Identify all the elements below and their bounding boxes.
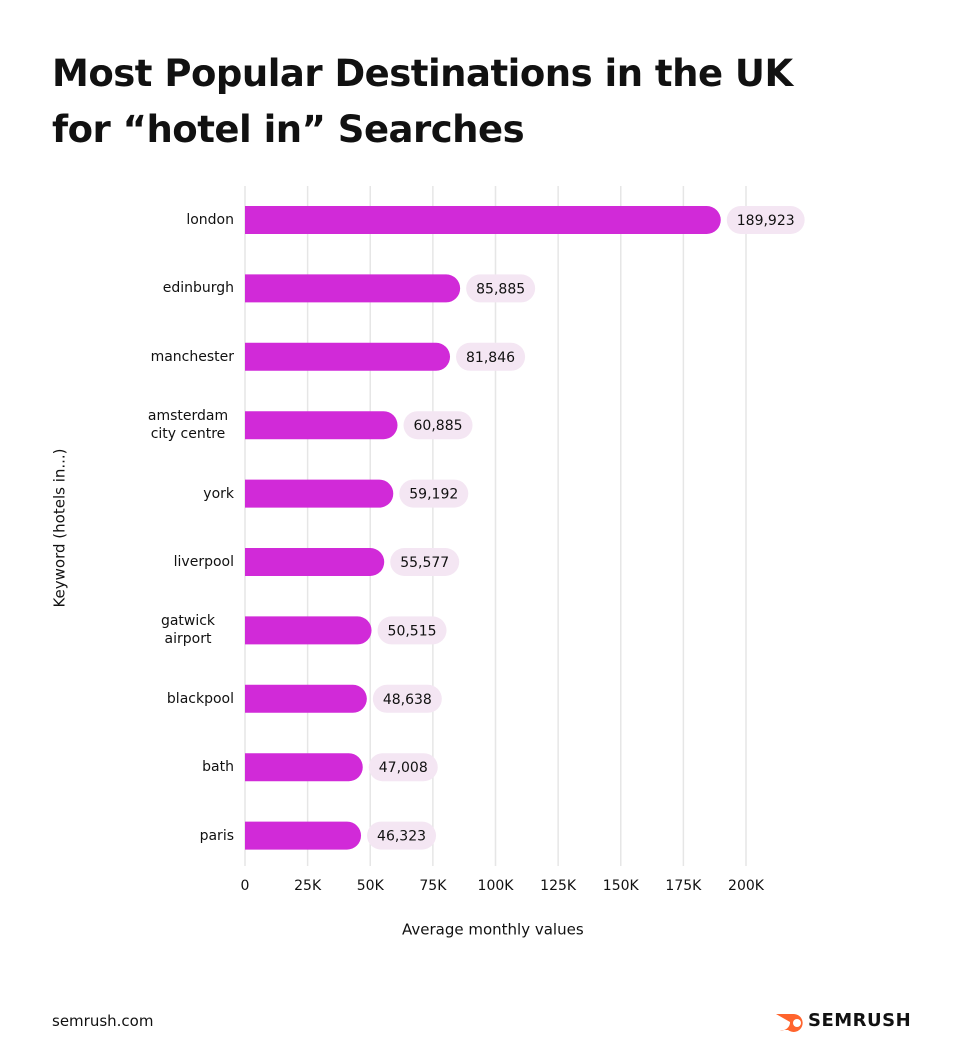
bar <box>245 753 363 782</box>
x-tick-label: 125K <box>540 878 577 894</box>
bar <box>245 616 372 645</box>
value-label-bg <box>466 274 536 303</box>
value-label: 48,638 <box>383 692 432 708</box>
bar <box>245 684 367 713</box>
bar <box>245 274 461 303</box>
value-label-bg <box>377 616 447 645</box>
bar <box>245 342 451 371</box>
x-tick-label: 0 <box>241 878 250 894</box>
x-tick-label: 75K <box>419 878 447 894</box>
value-label: 55,577 <box>400 555 449 571</box>
value-label: 81,846 <box>466 350 515 366</box>
value-label-bg <box>372 684 442 713</box>
value-label-bg <box>403 411 473 440</box>
value-label-bg <box>399 479 469 508</box>
value-label: 189,923 <box>737 213 795 229</box>
value-label: 46,323 <box>377 829 426 845</box>
value-label: 60,885 <box>414 418 463 434</box>
y-tick-label: bath <box>202 759 234 776</box>
brand-logo <box>776 1014 803 1032</box>
brand: SEMRUSH <box>808 1010 912 1031</box>
y-tick-label: blackpool <box>166 690 234 707</box>
value-label: 50,515 <box>388 623 437 639</box>
x-tick-label: 25K <box>294 878 322 894</box>
bar <box>245 206 721 234</box>
bar <box>245 548 385 576</box>
value-label: 47,008 <box>379 760 428 776</box>
value-label-bg <box>726 206 805 234</box>
bar <box>245 411 398 440</box>
y-tick-label: manchester <box>150 348 234 365</box>
value-label-bg <box>456 342 526 371</box>
x-tick-label: 150K <box>603 878 640 894</box>
value-label-bg <box>390 548 460 576</box>
bar <box>245 821 362 850</box>
y-axis-label: Keyword (hotels in...) <box>51 448 69 607</box>
y-tick-label: london <box>186 212 234 228</box>
y-tick-label: gatwick airport <box>160 613 216 648</box>
x-tick-label: 175K <box>665 878 702 894</box>
x-tick-label: 50K <box>357 878 385 894</box>
y-tick-label: paris <box>199 827 234 844</box>
y-tick-label: york <box>203 485 234 502</box>
bar <box>245 479 394 508</box>
chart-title: Most Popular Destinations in the UK for … <box>52 52 793 151</box>
y-tick-label: amsterdam city centre <box>147 408 229 443</box>
x-tick-label: 200K <box>728 878 765 894</box>
x-tick-label: 100K <box>478 878 515 894</box>
value-label-bg <box>367 821 437 850</box>
x-axis-label: Average monthly values <box>402 921 584 939</box>
y-tick-label: liverpool <box>173 554 234 570</box>
value-label-bg <box>368 753 438 782</box>
y-tick-label: edinburgh <box>162 280 234 297</box>
source: semrush.com <box>52 1012 154 1030</box>
value-label: 85,885 <box>476 281 525 297</box>
value-label: 59,192 <box>409 487 458 503</box>
